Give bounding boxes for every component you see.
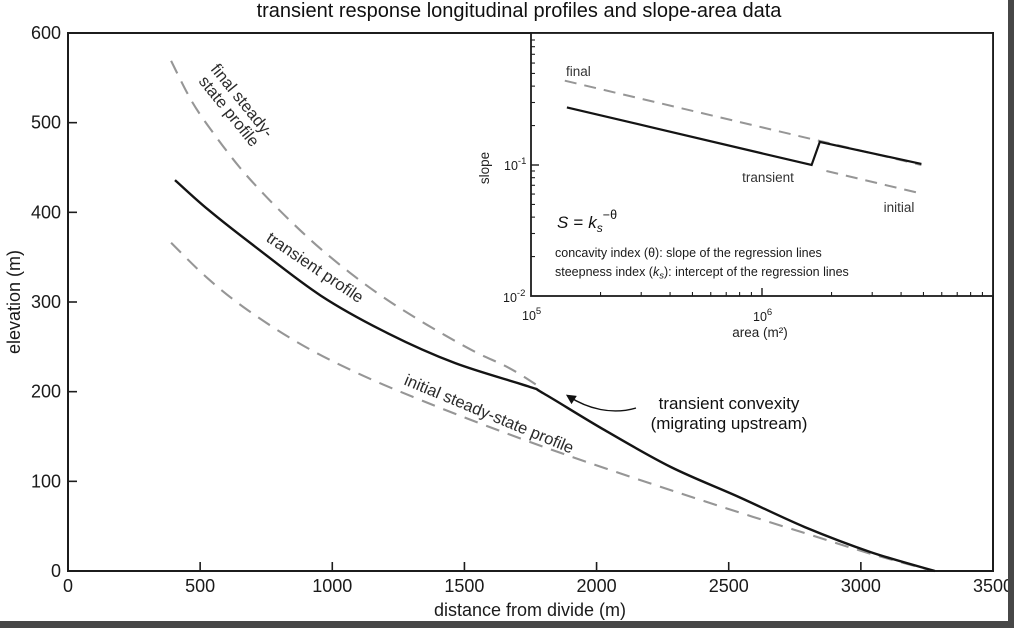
y-tick-label: 300 (31, 292, 61, 312)
inset-transient-line (566, 106, 922, 167)
y-tick-label: 0 (51, 561, 61, 581)
inset-y-axis-label: slope (477, 152, 492, 184)
y-tick-label: 400 (31, 202, 61, 222)
annotation-arrow (565, 394, 637, 412)
initial-profile-label: initial steady-state profile (402, 371, 577, 457)
caption-steepness-sub: s (659, 271, 664, 282)
inset-x-tick-label-1e6-base: 10 (753, 310, 767, 324)
inset-y-tick-label-1e-2: 10-2 (503, 288, 525, 305)
x-tick-label: 3000 (841, 576, 881, 596)
image-border-right (1008, 0, 1014, 628)
x-tick-label: 1500 (444, 576, 484, 596)
main-curves (170, 60, 936, 573)
transient-profile-curve (174, 179, 936, 573)
inset-equation: S = ks−θ (557, 208, 617, 235)
y-tick-label: 100 (31, 471, 61, 491)
equation-rel: = (573, 213, 583, 232)
caption-steepness-k: k (653, 265, 660, 279)
final-steady-state-profile-curve (170, 60, 541, 389)
final-profile-label: final steady-state profile (194, 61, 277, 152)
y-axis-label: elevation (m) (4, 250, 24, 354)
x-tick-label: 2500 (709, 576, 749, 596)
equation-sup: −θ (603, 208, 617, 222)
inset-y-tick-label-1e-1: 10-1 (504, 156, 526, 173)
caption-steepness-pre: steepness index ( (555, 265, 654, 279)
equation-sub: s (597, 221, 603, 235)
x-axis-label: distance from divide (m) (434, 600, 626, 620)
inset-initial-label: initial (884, 200, 915, 215)
inset-y-tick-label-1e-1-exp: -1 (518, 156, 526, 167)
y-tick-label: 200 (31, 382, 61, 402)
y-tick-label: 600 (31, 23, 61, 43)
inset-x-tick-label-1e6: 106 (753, 307, 772, 324)
image-border-bottom (0, 621, 1014, 628)
x-tick-label: 2000 (577, 576, 617, 596)
inset-caption-concavity: concavity index (θ): slope of the regres… (555, 246, 822, 260)
inset-curves (564, 79, 922, 195)
inset-y-tick-label-1e-2-exp: -2 (517, 288, 525, 299)
caption-steepness-post: ): intercept of the regression lines (664, 265, 849, 279)
inset-initial-line (826, 170, 920, 195)
x-tick-label: 1000 (312, 576, 352, 596)
inset-x-tick-label-1e6-exp: 6 (767, 307, 772, 318)
inset-final-label: final (566, 64, 591, 79)
x-tick-label: 0 (63, 576, 73, 596)
inset-x-tick-label-1e5-exp: 5 (536, 306, 541, 317)
equation-base: k (588, 213, 598, 232)
chart-title: transient response longitudinal profiles… (257, 0, 783, 22)
x-tick-label: 3500 (973, 576, 1013, 596)
main-axes-ticks: 0 500 1000 1500 2000 2500 3000 3500 0 100 200 300 40… (31, 23, 1013, 596)
inset-y-tick-label-1e-2-base: 10 (503, 291, 517, 305)
equation-lhs: S (557, 213, 569, 232)
inset-caption-steepness: steepness index (ks): intercept of the r… (555, 265, 849, 282)
inset-x-axis-label: area (m²) (732, 325, 788, 340)
inset-y-tick-label-1e-1-base: 10 (504, 159, 518, 173)
inset-x-tick-label-1e5: 105 (522, 306, 541, 323)
annotation-line1: transient convexity (659, 394, 800, 413)
y-tick-label: 500 (31, 113, 61, 133)
x-tick-label: 500 (185, 576, 215, 596)
inset-x-tick-label-1e5-base: 10 (522, 309, 536, 323)
inset-transient-label: transient (742, 170, 794, 185)
transient-profile-label: transient profile (263, 229, 367, 307)
annotation-line2: (migrating upstream) (651, 414, 808, 433)
